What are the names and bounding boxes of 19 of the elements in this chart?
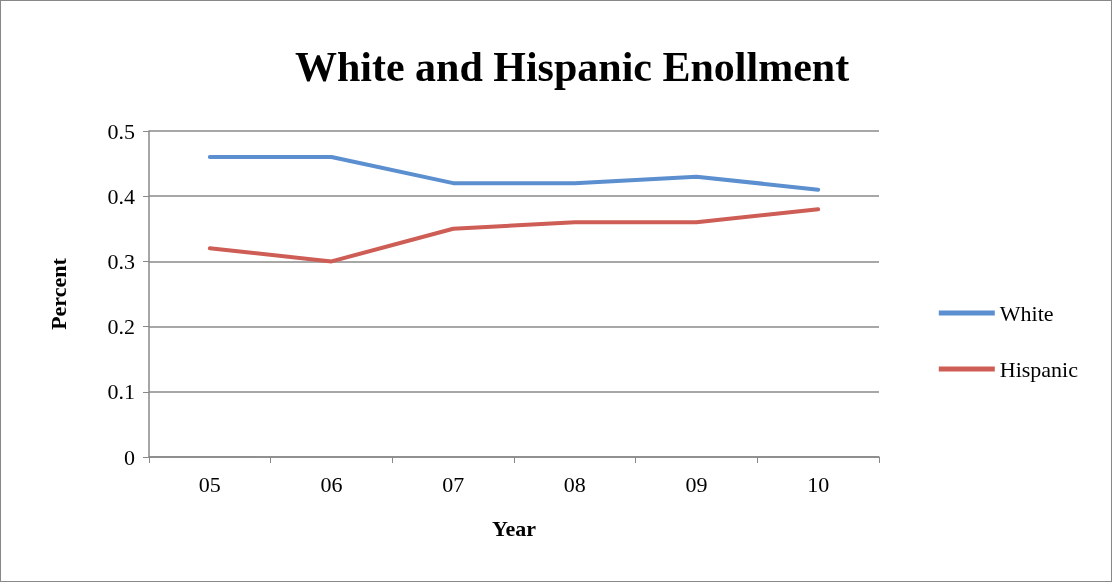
x-tick-label: 08 xyxy=(563,471,586,497)
y-tick-label: 0.4 xyxy=(107,183,135,209)
x-tick-label: 05 xyxy=(198,471,221,497)
x-tick-label: 07 xyxy=(442,471,465,497)
chart-title: White and Hispanic Enollment xyxy=(294,44,850,90)
y-tick-label: 0.1 xyxy=(107,379,135,405)
x-tick-label: 06 xyxy=(320,471,343,497)
y-tick-label: 0 xyxy=(124,444,135,470)
x-axis-title: Year xyxy=(492,515,537,541)
y-tick-label: 0.5 xyxy=(107,118,135,144)
line-series xyxy=(207,207,821,264)
line-series xyxy=(207,155,821,192)
y-tick-label: 0.2 xyxy=(107,314,135,340)
x-tick-label: 10 xyxy=(807,471,830,497)
y-tick-label: 0.3 xyxy=(107,248,135,274)
legend-label: White xyxy=(999,300,1054,326)
y-axis-title: Percent xyxy=(45,257,71,330)
legend-label: Hispanic xyxy=(999,356,1079,382)
x-tick-label: 09 xyxy=(685,471,708,497)
